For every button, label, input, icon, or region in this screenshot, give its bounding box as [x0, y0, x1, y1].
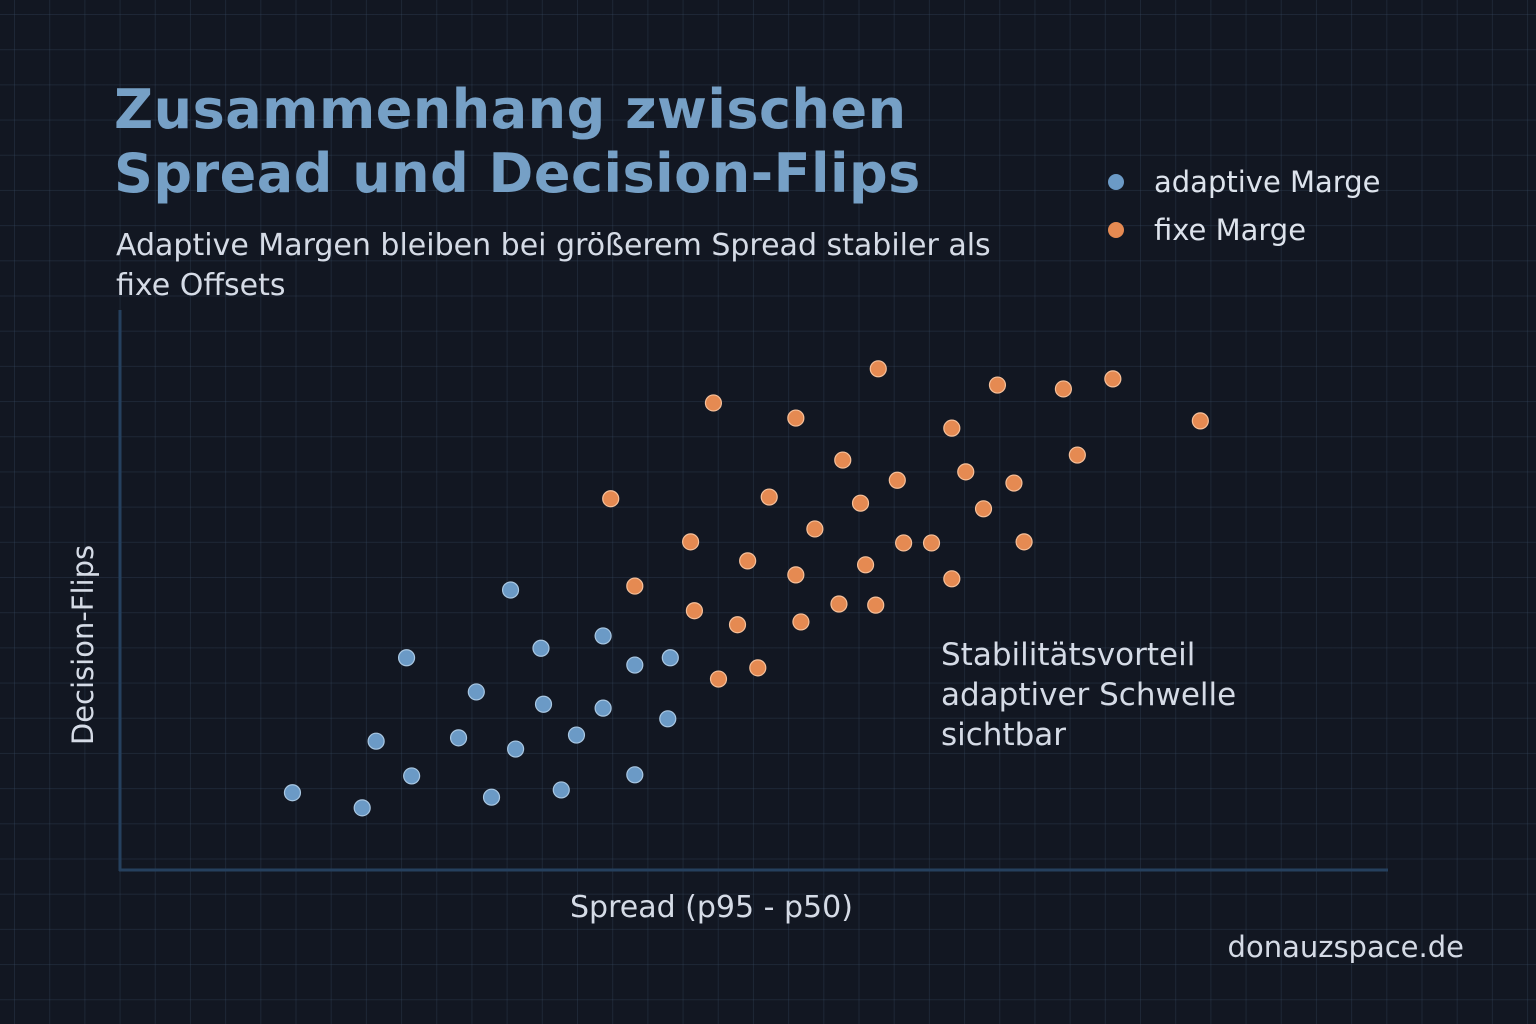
adaptive-point-4 [403, 767, 421, 785]
fixed-point-7 [739, 552, 757, 570]
watermark: donauzspace.de [1227, 930, 1464, 964]
chart-title: Zusammenhang zwischen Spread und Decisio… [114, 78, 921, 205]
fixed-point-11 [787, 566, 805, 584]
fixed-point-27 [988, 376, 1007, 394]
fixed-point-3 [685, 602, 704, 620]
fixed-point-6 [728, 616, 747, 634]
fixed-point-0 [602, 490, 620, 508]
fixed-point-30 [1054, 380, 1072, 398]
adaptive-point-3 [397, 649, 416, 667]
fixed-point-15 [834, 451, 852, 469]
adaptive-point-1 [353, 799, 371, 817]
annotation-line-1: Stabilitätsvorteil [941, 637, 1196, 673]
adaptive-point-17 [626, 766, 644, 784]
fixed-point-19 [869, 360, 887, 378]
fixed-point-10 [787, 409, 805, 427]
adaptive-point-12 [552, 781, 570, 799]
annotation-line-2: adaptiver Schwelle [941, 677, 1237, 713]
adaptive-point-19 [661, 649, 679, 667]
legend-item-adaptive: adaptive Marge [1108, 158, 1380, 206]
x-axis-label: Spread (p95 - p50) [570, 890, 853, 925]
fixed-point-22 [922, 534, 941, 552]
adaptive-point-18 [659, 710, 677, 728]
adaptive-point-6 [467, 683, 485, 701]
chart-subtitle: Adaptive Margen bleiben bei größerem Spr… [116, 228, 991, 303]
fixed-point-29 [1015, 533, 1033, 551]
fixed-point-28 [1005, 474, 1023, 492]
fixed-point-2 [681, 533, 700, 551]
fixed-point-32 [1104, 370, 1122, 388]
fixed-point-18 [867, 596, 885, 614]
fixed-point-12 [792, 613, 810, 631]
legend-dot-fixed [1108, 222, 1124, 238]
fixed-point-23 [943, 570, 961, 588]
y-axis-label: Decision-Flips [66, 544, 100, 746]
fixed-point-33 [1191, 412, 1209, 430]
fixed-point-9 [760, 488, 778, 506]
legend-label-adaptive: adaptive Marge [1154, 165, 1381, 199]
adaptive-point-10 [532, 639, 550, 657]
legend-item-fixed: fixe Marge [1108, 206, 1380, 254]
fixed-point-26 [974, 500, 993, 518]
adaptive-point-8 [501, 581, 520, 599]
fixed-point-1 [626, 577, 644, 595]
fixed-point-5 [709, 670, 728, 688]
adaptive-point-0 [283, 784, 302, 802]
fixed-point-20 [888, 471, 906, 489]
adaptive-point-9 [507, 740, 525, 758]
legend-label-fixed: fixe Marge [1154, 213, 1307, 247]
annotation: Stabilitätsvorteil adaptiver Schwelle si… [941, 635, 1236, 755]
fixed-point-21 [895, 534, 913, 552]
fixed-point-25 [957, 463, 975, 481]
adaptive-point-5 [449, 729, 468, 747]
fixed-point-16 [851, 494, 870, 512]
legend: adaptive Marge fixe Marge [1108, 158, 1380, 254]
fixed-point-17 [856, 556, 875, 574]
fixed-point-13 [806, 520, 824, 538]
adaptive-point-14 [594, 627, 612, 645]
data-points [283, 360, 1209, 817]
legend-dot-adaptive [1108, 174, 1124, 190]
fixed-point-24 [943, 419, 961, 437]
fixed-point-14 [830, 595, 848, 613]
adaptive-point-11 [534, 695, 553, 713]
adaptive-point-15 [594, 699, 612, 717]
fixed-point-8 [749, 659, 767, 677]
adaptive-point-13 [567, 726, 586, 744]
adaptive-point-2 [367, 732, 385, 750]
fixed-point-4 [704, 394, 723, 412]
annotation-line-3: sichtbar [941, 717, 1067, 753]
adaptive-point-16 [626, 656, 644, 674]
fixed-point-31 [1068, 446, 1086, 464]
adaptive-point-7 [482, 788, 501, 806]
